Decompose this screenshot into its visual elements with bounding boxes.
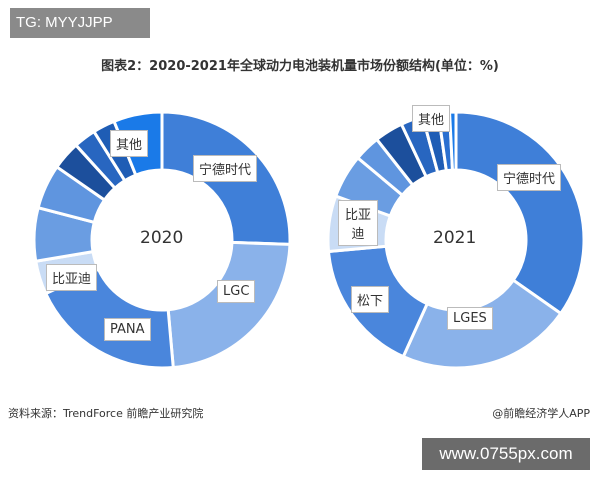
- slice-label-lges-2021: LGES: [447, 307, 493, 330]
- slice-label-other-2021: 其他: [412, 105, 451, 132]
- slice-label-panasonic-2021: 松下: [351, 286, 390, 313]
- slice-label-pana-2020: PANA: [104, 318, 151, 341]
- donut-slice-2021-10: [447, 110, 458, 172]
- slice-label-catl-2021: 宁德时代: [497, 164, 562, 191]
- slice-label-byd-2020: 比亚迪: [46, 264, 98, 291]
- center-label-2020: 2020: [140, 228, 184, 248]
- center-label-2021: 2021: [433, 228, 477, 248]
- chart-title: 图表2：2020-2021年全球动力电池装机量市场份额结构(单位：%): [101, 59, 499, 74]
- slice-label-lgc-2020: LGC: [217, 280, 256, 303]
- slice-label-catl-2020: 宁德时代: [193, 155, 258, 182]
- donut-slice-2020-1: [166, 240, 292, 370]
- slice-label-other-2020: 其他: [110, 130, 149, 157]
- app-credit: @前瞻经济学人APP: [492, 407, 590, 420]
- watermark-bottom: www.0755px.com: [422, 438, 590, 470]
- watermark-top: TG: MYYJJPP: [10, 8, 150, 38]
- slice-label-byd-2021: 比亚迪: [338, 200, 378, 246]
- source-note: 资料来源：TrendForce 前瞻产业研究院: [8, 407, 204, 420]
